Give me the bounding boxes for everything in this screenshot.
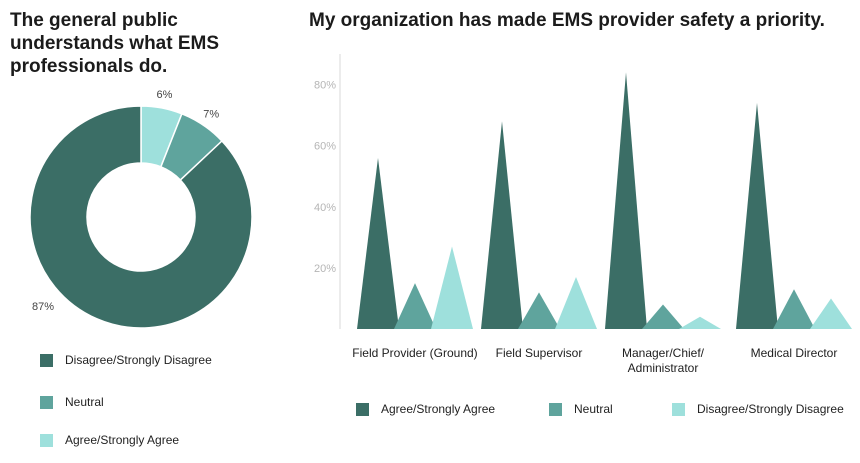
y-tick-label: 40%	[314, 202, 336, 214]
category-label: Manager/Chief/	[622, 346, 705, 360]
legend-label: Neutral	[65, 395, 104, 409]
spike-mark	[518, 292, 560, 329]
donut-legend-item-agree: Agree/Strongly Agree	[40, 433, 179, 447]
legend-swatch	[356, 402, 369, 416]
spike-chart: 20% 40% 60% 80% Field Provider (Ground) Field…	[314, 54, 852, 375]
donut-slice	[29, 105, 253, 329]
spike-mark	[736, 102, 778, 329]
category-label: Field Provider (Ground)	[352, 346, 477, 360]
spike-mark	[357, 157, 399, 329]
spike-mark	[394, 283, 436, 329]
donut-chart: 87% 7% 6%	[29, 89, 253, 329]
category-label: Medical Director	[751, 346, 838, 360]
y-tick-label: 20%	[314, 263, 336, 275]
legend-label: Neutral	[574, 402, 613, 416]
legend-swatch	[549, 402, 562, 416]
donut-chart-title: The general public understands what EMS …	[10, 10, 220, 77]
spike-legend-item-neutral: Neutral	[549, 402, 613, 416]
y-tick-label: 80%	[314, 80, 336, 92]
category-label: Administrator	[628, 361, 699, 375]
spike-mark	[481, 121, 523, 329]
y-tick-label: 60%	[314, 141, 336, 153]
legend-swatch	[40, 395, 53, 409]
spike-mark	[679, 316, 721, 329]
donut-slice-label: 6%	[156, 89, 172, 101]
legend-label: Disagree/Strongly Disagree	[65, 353, 212, 367]
spike-mark	[431, 246, 473, 329]
spike-mark	[605, 72, 647, 329]
spike-chart-title: My organization has made EMS provider sa…	[309, 10, 825, 31]
donut-legend-item-neutral: Neutral	[40, 395, 104, 409]
spike-legend-item-disagree: Disagree/Strongly Disagree	[672, 402, 844, 416]
legend-swatch	[40, 353, 53, 367]
spike-mark	[555, 277, 597, 329]
spike-legend-item-agree: Agree/Strongly Agree	[356, 402, 495, 416]
legend-label: Disagree/Strongly Disagree	[697, 402, 844, 416]
donut-legend-item-disagree: Disagree/Strongly Disagree	[40, 353, 212, 367]
category-label: Field Supervisor	[496, 346, 583, 360]
legend-label: Agree/Strongly Agree	[381, 402, 496, 416]
spike-mark	[773, 289, 815, 329]
spike-mark	[810, 298, 852, 329]
legend-swatch	[672, 402, 685, 416]
spike-mark	[642, 304, 684, 329]
donut-slice-label: 87%	[32, 301, 54, 313]
donut-slice-label: 7%	[203, 109, 219, 121]
legend-swatch	[40, 433, 53, 447]
legend-label: Agree/Strongly Agree	[65, 433, 180, 447]
